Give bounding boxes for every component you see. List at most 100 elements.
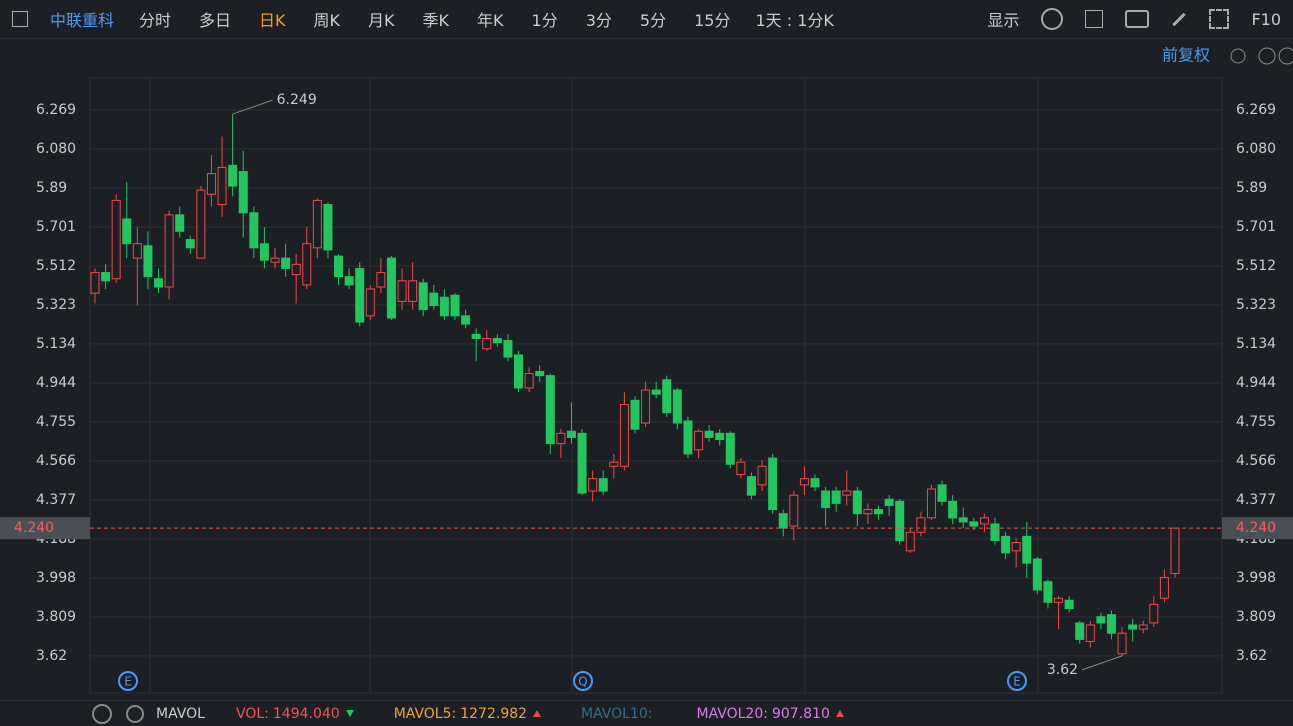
chart: 前复权 3.623.623.8093.8093.9983.9984.1884.1… <box>0 46 1293 694</box>
period[interactable]: 5分 <box>639 11 667 30</box>
period[interactable]: 年K <box>477 11 504 30</box>
period[interactable]: 月K <box>368 11 395 30</box>
ind-label: MAVOL20: <box>696 705 768 722</box>
candle-body <box>111 199 121 280</box>
event-marker-label: E <box>124 675 132 689</box>
y-tick-label-right: 5.512 <box>1236 258 1276 274</box>
candle-body <box>492 338 502 344</box>
candle-body <box>482 338 492 350</box>
reset-icon[interactable] <box>1230 48 1246 64</box>
y-tick-label-right: 6.080 <box>1236 141 1276 157</box>
candle-body <box>799 478 809 486</box>
f10[interactable]: F10 <box>1251 9 1281 29</box>
candle-body <box>619 403 629 467</box>
ind-settings[interactable] <box>92 703 112 724</box>
candle-body <box>778 513 788 529</box>
period[interactable]: 日K <box>259 11 286 30</box>
y-tick-label: 4.377 <box>36 492 76 508</box>
period[interactable]: 周K <box>313 11 341 30</box>
candle-body <box>990 523 1000 541</box>
candle-body <box>154 278 164 288</box>
period[interactable]: 1分 <box>531 11 558 30</box>
candle-body <box>905 531 915 552</box>
trend-arrow <box>533 710 542 717</box>
candle-body <box>768 457 778 511</box>
candle-body <box>821 490 831 509</box>
interval[interactable]: 1天 : 1分K <box>755 11 834 30</box>
sidebar-toggle[interactable] <box>12 11 28 27</box>
fullscreen-icon[interactable] <box>1209 9 1230 29</box>
y-tick-label: 4.755 <box>36 414 76 430</box>
candle-body <box>439 296 449 317</box>
candle-body <box>958 517 968 523</box>
candle-body <box>228 164 238 187</box>
periods: 分时 多日 日K 周K 月K 季K 年K 1分 3分 5分 15分 <box>125 7 744 31</box>
candle-body <box>662 379 672 414</box>
adjust[interactable]: 前复权 <box>1162 46 1210 65</box>
ind-item: VOL: 1494.040 <box>236 706 354 722</box>
color-icon[interactable] <box>1085 10 1104 28</box>
y-tick-label: 3.809 <box>36 609 76 625</box>
candle-body <box>1149 603 1159 624</box>
candle-body <box>122 218 132 245</box>
period[interactable]: 季K <box>422 11 450 30</box>
candle-body <box>979 517 989 525</box>
candle-body <box>355 267 365 323</box>
settings-icon[interactable] <box>1041 8 1064 30</box>
candle-body <box>206 173 216 195</box>
y-tick-label: 6.080 <box>36 141 76 157</box>
trend-arrow <box>835 710 844 717</box>
camera-icon[interactable] <box>1125 10 1150 28</box>
candle-body <box>143 245 153 278</box>
candle-body <box>524 373 534 389</box>
candle-body <box>651 389 661 395</box>
high-pointer <box>232 99 273 115</box>
candle-body <box>185 239 195 249</box>
indicator-bar: MAVOL VOL: 1494.040 MAVOL5: 1272.982 MAVOL10… <box>0 700 1293 726</box>
candle-body <box>789 494 799 527</box>
zoom-out-icon[interactable] <box>1258 47 1276 65</box>
y-tick-label-right: 3.62 <box>1236 648 1267 664</box>
candle-body <box>1159 577 1169 599</box>
candle-body <box>238 171 248 214</box>
y-tick-label-right: 5.701 <box>1236 219 1276 235</box>
candle-body <box>259 243 269 261</box>
candle-body <box>1170 527 1180 574</box>
candle-body <box>598 478 608 492</box>
v-grid <box>149 78 1039 693</box>
candle-body <box>281 257 291 269</box>
y-tick-label-right: 4.377 <box>1236 492 1276 508</box>
y-tick-label-right: 5.134 <box>1236 336 1276 352</box>
candle-body <box>376 272 386 288</box>
candle-body <box>937 484 947 502</box>
last-price-label: 4.240 <box>1236 520 1276 536</box>
ind-label: MAVOL5: <box>393 705 457 722</box>
period[interactable]: 3分 <box>585 11 612 30</box>
ind-label: MAVOL10: <box>581 705 653 722</box>
y-tick-label: 5.323 <box>36 297 76 313</box>
candle-body <box>503 340 513 358</box>
ind-close[interactable] <box>126 704 144 723</box>
candle-body <box>884 498 894 506</box>
display[interactable]: 显示 <box>987 11 1020 30</box>
ind-name[interactable]: MAVOL <box>156 705 205 722</box>
y-tick-label: 5.89 <box>36 180 67 196</box>
candle-body <box>1043 581 1053 603</box>
candle-body <box>736 461 746 476</box>
ind-value: 1272.982 <box>460 705 528 722</box>
period[interactable]: 多日 <box>199 11 232 30</box>
period[interactable]: 分时 <box>139 11 172 30</box>
low-label: 3.62 <box>1047 662 1078 678</box>
candle-body <box>1032 558 1042 591</box>
candle-body <box>418 282 428 311</box>
candle-body <box>164 214 174 288</box>
zoom-in-icon[interactable] <box>1278 47 1293 65</box>
stock-name[interactable]: 中联重科 <box>50 11 115 30</box>
candle-body <box>101 272 111 282</box>
period[interactable]: 15分 <box>694 11 731 30</box>
candle-body <box>757 465 767 486</box>
candle-body <box>196 189 206 259</box>
y-tick-label-right: 5.89 <box>1236 180 1267 196</box>
candle-body <box>90 272 100 294</box>
candle-body <box>588 478 598 492</box>
